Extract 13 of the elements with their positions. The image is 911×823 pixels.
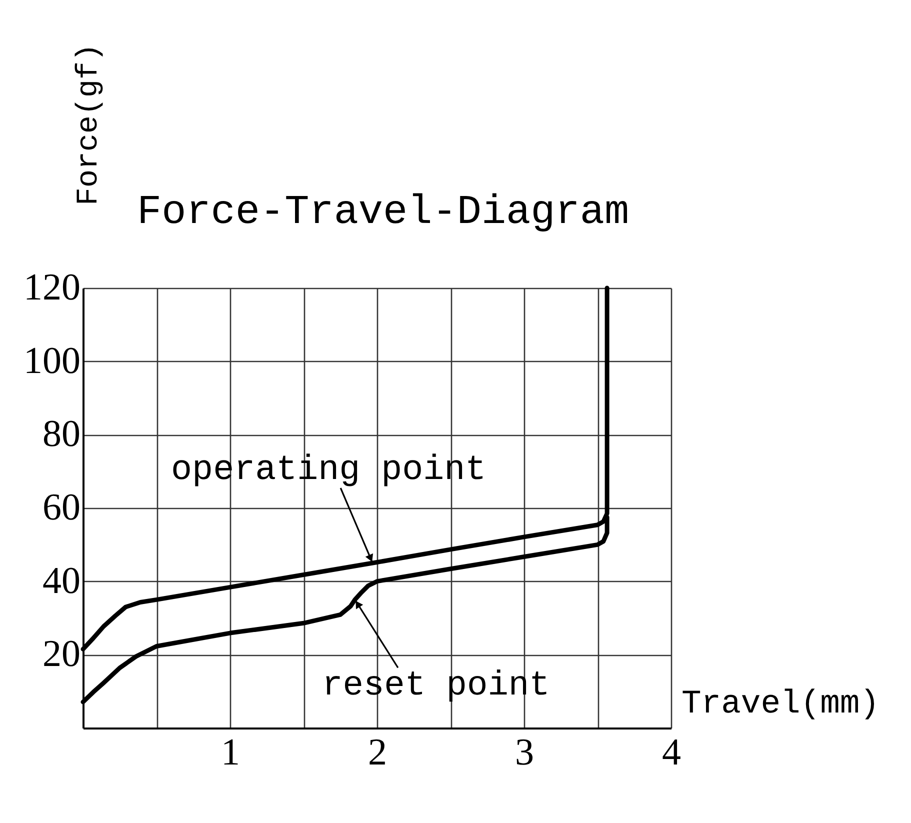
x-tick-label: 4 bbox=[662, 732, 681, 774]
y-tick-label: 100 bbox=[24, 340, 80, 382]
x-tick-label: 2 bbox=[368, 732, 387, 774]
x-tick-label: 1 bbox=[221, 732, 240, 774]
y-tick-label: 80 bbox=[42, 413, 80, 456]
x-tick-label: 3 bbox=[515, 732, 534, 774]
y-tick-label: 20 bbox=[42, 633, 80, 676]
x-axis-title: Travel(mm) bbox=[682, 686, 880, 722]
y-axis-title: Force(gf) bbox=[72, 43, 106, 206]
y-tick-label: 120 bbox=[24, 266, 80, 308]
chart-title: Force-Travel-Diagram bbox=[137, 190, 630, 236]
y-tick-label: 60 bbox=[42, 486, 80, 528]
y-tick-label: 40 bbox=[42, 560, 80, 602]
